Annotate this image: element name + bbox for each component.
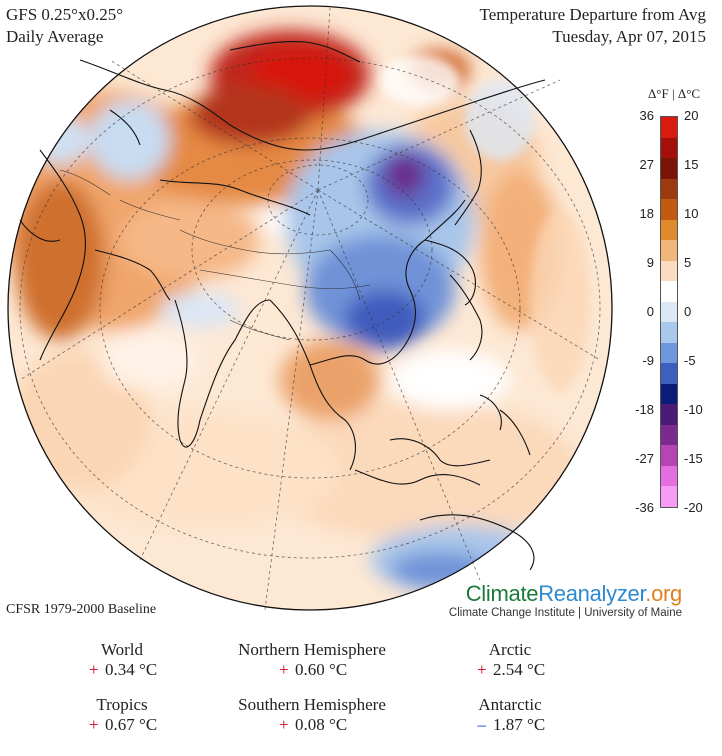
stat-tropics-sign: + [89,715,99,734]
color-bar-segment [661,158,677,179]
legend-tick-c: -20 [684,500,703,515]
legend-tick-c: 20 [684,108,699,123]
legend-heading: Δ°F | Δ°C [647,86,701,101]
map-date: Tuesday, Apr 07, 2015 [552,27,706,46]
stat-sh-value: 0.08 °C [295,715,348,734]
legend-tick-f: -9 [642,353,654,368]
legend-tick-c: 10 [684,206,699,221]
color-bar-segment [661,404,677,425]
color-bar-segment [661,383,677,405]
color-bar-segment [661,363,677,384]
color-bar-segment [661,117,677,138]
legend-tick-f: 36 [639,108,654,123]
header-left: GFS 0.25°x0.25° Daily Average [6,4,123,48]
color-bar-segment [661,219,677,241]
brand-part-climate: Climate [465,581,539,606]
color-bar-segment [661,178,677,200]
brand-wordmark: ClimateReanalyzer.org [449,581,683,606]
stat-sh-label: Southern Hemisphere [238,695,386,714]
color-bar-segment [661,281,677,302]
stat-southern-hemisphere: Southern Hemisphere + 0.08 °C [202,695,422,735]
stat-antarctic-value: 1.87 °C [493,715,546,734]
globe-svg [7,5,613,611]
color-bar-segment [661,342,677,364]
color-legend: Δ°F | Δ°C 36 20 27 15 18 10 9 5 0 0 -9 -5 -18 -10 -27 -… [628,86,722,516]
stat-tropics-label: Tropics [96,695,148,714]
stat-antarctic: Antarctic – 1.87 °C [400,695,620,735]
stat-world-label: World [100,640,144,659]
legend-tick-c: -10 [684,402,703,417]
legend-tick-f: -36 [635,500,654,515]
legend-tick-f: 27 [639,157,654,172]
color-bar-segment [661,465,677,487]
period-label: Daily Average [6,27,104,46]
brand-logo: ClimateReanalyzer.org Climate Change Ins… [448,581,683,620]
color-bar-segment [661,424,677,446]
baseline-note: CFSR 1979-2000 Baseline [6,602,157,617]
color-bar-segment [661,240,677,261]
brand-part-org: .org [645,581,682,606]
stat-northern-hemisphere: Northern Hemisphere + 0.60 °C [202,640,422,680]
legend-tick-f: 18 [639,206,654,221]
brand-subtitle: Climate Change Institute | University of… [448,607,682,619]
color-bar-segment [661,137,677,159]
color-bar [660,116,678,508]
legend-tick-c: 15 [684,157,699,172]
stat-sh-sign: + [279,715,289,734]
stat-world: World + 0.34 °C [12,640,232,680]
color-bar-segment [661,486,677,507]
legend-tick-f: 0 [646,304,654,319]
map-title: Temperature Departure from Avg [479,5,706,24]
legend-tick-c: -15 [684,451,703,466]
stat-nh-sign: + [279,660,289,679]
legend-tick-c: -5 [684,353,696,368]
brand-part-reanalyzer: Reanalyzer [538,581,646,606]
stat-tropics: Tropics + 0.67 °C [12,695,232,735]
legend-tick-f: 9 [646,255,654,270]
color-bar-segment [661,301,677,323]
legend-tick-f: -18 [635,402,654,417]
color-bar-segment [661,199,677,220]
stat-nh-value: 0.60 °C [295,660,348,679]
stat-world-value: 0.34 °C [105,660,158,679]
color-bar-segment [661,260,677,282]
model-label: GFS 0.25°x0.25° [6,5,124,24]
stat-antarctic-label: Antarctic [478,695,542,714]
stat-arctic: Arctic + 2.54 °C [400,640,620,680]
stat-antarctic-sign: – [477,715,487,734]
stat-arctic-label: Arctic [488,640,532,659]
stat-nh-label: Northern Hemisphere [238,640,386,659]
color-bar-segment [661,322,677,343]
stat-tropics-value: 0.67 °C [105,715,158,734]
legend-tick-c: 5 [684,255,692,270]
legend-tick-f: -27 [635,451,654,466]
stat-arctic-sign: + [477,660,487,679]
temperature-anomaly-map [7,5,613,611]
stats-panel: World + 0.34 °C Northern Hemisphere + 0.… [0,636,722,746]
stat-arctic-value: 2.54 °C [493,660,546,679]
color-bar-segment [661,445,677,466]
stat-world-sign: + [89,660,99,679]
header-right: Temperature Departure from Avg Tuesday, … [480,4,706,48]
legend-tick-c: 0 [684,304,692,319]
